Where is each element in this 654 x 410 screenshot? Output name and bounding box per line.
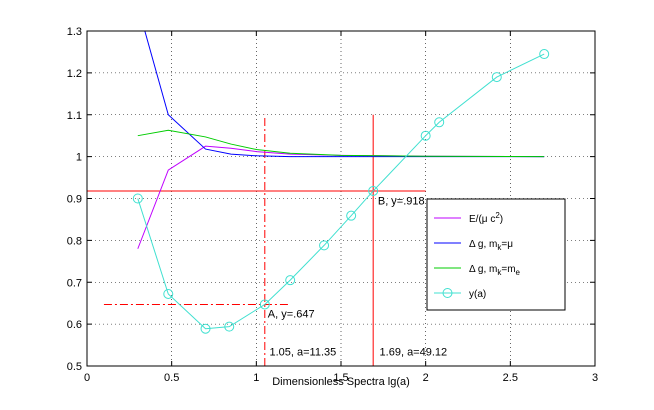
data-point bbox=[224, 321, 235, 332]
y-tick-label: 0.7 bbox=[67, 277, 82, 289]
data-point bbox=[434, 117, 445, 128]
x-tick-label: 1 bbox=[253, 372, 259, 384]
annotation-point-b: B, y=.918 bbox=[378, 196, 425, 208]
annotation-a-value: 1.05, a=11.35 bbox=[269, 346, 336, 358]
data-point bbox=[491, 72, 502, 83]
data-point bbox=[200, 323, 211, 334]
y-tick-label: 1.2 bbox=[67, 68, 82, 80]
x-tick-label: 3 bbox=[592, 372, 598, 384]
annotation-b-value: 1.69, a=49.12 bbox=[380, 346, 448, 358]
legend-marker bbox=[442, 288, 453, 298]
y-tick-label: 0.5 bbox=[67, 361, 82, 373]
legend-item: Δ g, mk=μ bbox=[434, 239, 513, 252]
grid bbox=[87, 31, 595, 366]
y-tick-label: 0.6 bbox=[67, 319, 82, 331]
legend-label: y(a) bbox=[469, 289, 486, 300]
y-tick-label: 1.3 bbox=[67, 26, 82, 38]
series-2 bbox=[144, 31, 545, 158]
series-line bbox=[144, 31, 545, 158]
y-tick-label: 1.1 bbox=[67, 110, 82, 122]
data-series bbox=[132, 31, 550, 334]
legend-label: Δ g, mk=me bbox=[469, 264, 521, 277]
annotation-point-a: A, y=.647 bbox=[268, 309, 315, 321]
x-tick-label: 0.5 bbox=[164, 372, 179, 384]
x-tick-label: 1.5 bbox=[333, 372, 348, 384]
x-tick-label: 0 bbox=[84, 372, 90, 384]
reference-lines bbox=[87, 114, 426, 366]
y-tick-label: 1 bbox=[76, 152, 82, 164]
data-point bbox=[346, 210, 357, 221]
data-point bbox=[368, 185, 379, 196]
x-axis-label: Dimensionless Spectra lg(a) bbox=[272, 376, 410, 388]
data-point bbox=[285, 275, 296, 286]
axes: 0 0.5 1 1.5 2 2.5 30.50.60.70.80.911.11.21.3 bbox=[67, 26, 598, 384]
y-tick-label: 0.9 bbox=[67, 194, 82, 206]
x-tick-label: 2 bbox=[423, 372, 429, 384]
series-line bbox=[137, 129, 545, 158]
legend-item: E/(μ c2) bbox=[434, 211, 503, 225]
data-point bbox=[259, 299, 270, 310]
annotations: A, y=.647 B, y=.918 1.05, a=11.35 1.69, a=4… bbox=[268, 196, 447, 359]
series-4 bbox=[132, 49, 550, 334]
series-line bbox=[137, 53, 545, 330]
data-point bbox=[319, 240, 330, 251]
legend: E/(μ c2) Δ g, mk=μ Δ g, mk=me y(a) bbox=[426, 198, 566, 311]
series-3 bbox=[137, 129, 545, 158]
legend-label: Δ g, mk=μ bbox=[469, 239, 513, 252]
data-point bbox=[539, 49, 550, 60]
data-point bbox=[132, 193, 143, 204]
legend-item: Δ g, mk=me bbox=[434, 264, 521, 277]
legend-item: y(a) bbox=[434, 288, 486, 300]
data-point bbox=[163, 288, 174, 299]
data-point bbox=[420, 130, 431, 141]
y-tick-label: 0.8 bbox=[67, 235, 82, 247]
legend-label: E/(μ c2) bbox=[469, 211, 503, 225]
x-tick-label: 2.5 bbox=[503, 372, 518, 384]
